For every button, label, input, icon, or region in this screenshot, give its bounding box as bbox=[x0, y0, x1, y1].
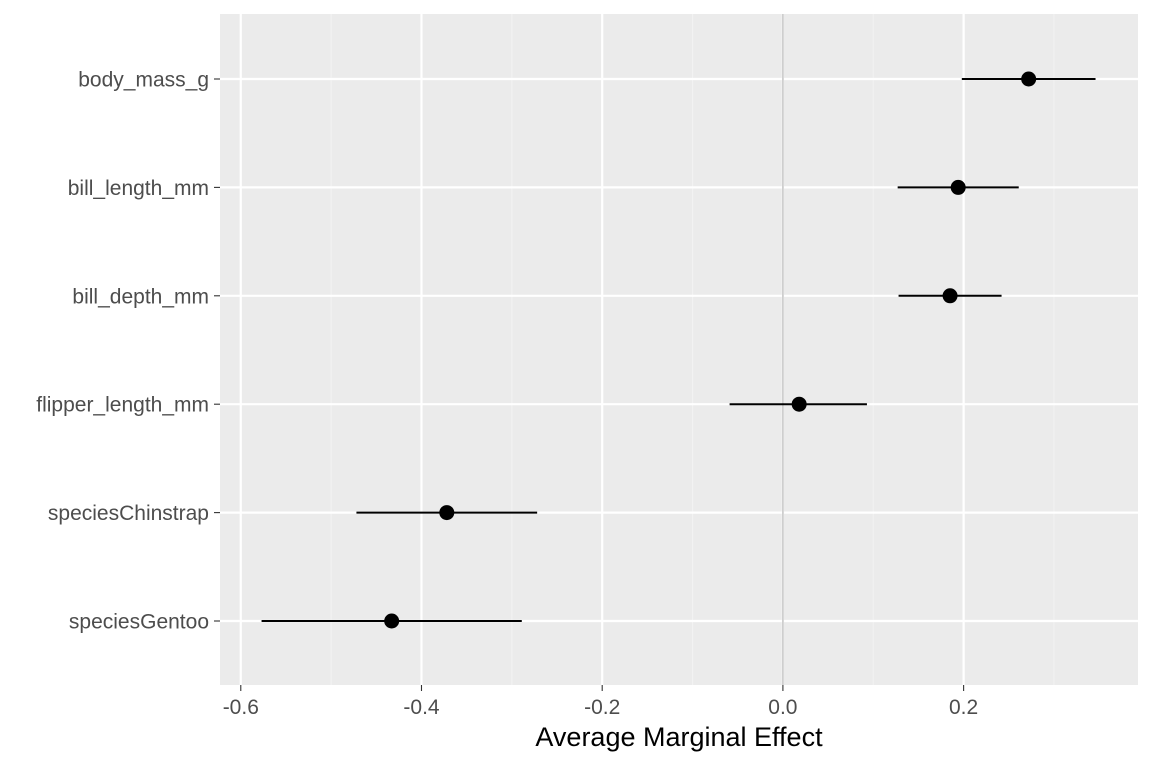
x-axis-ticks bbox=[240, 685, 965, 691]
minor-gridlines bbox=[330, 14, 1055, 685]
y-tick-label: flipper_length_mm bbox=[36, 394, 209, 417]
point-speciesGentoo bbox=[384, 613, 400, 629]
y-tick-label: body_mass_g bbox=[78, 69, 209, 92]
y-tick-label: bill_length_mm bbox=[68, 177, 209, 200]
x-tick-label: -0.4 bbox=[403, 696, 440, 719]
estimate-points bbox=[384, 71, 1037, 629]
point-bill_length_mm bbox=[950, 179, 966, 195]
x-tick-label: -0.6 bbox=[223, 696, 259, 719]
x-tick-label: -0.2 bbox=[584, 696, 620, 719]
y-axis-ticks bbox=[214, 78, 220, 622]
panel-background bbox=[220, 14, 1138, 685]
x-tick-label: 0.0 bbox=[768, 696, 797, 719]
x-tick-label: 0.2 bbox=[949, 696, 978, 719]
point-body_mass_g bbox=[1021, 71, 1037, 87]
y-axis-tick-labels: body_mass_g bill_length_mm bill_depth_mmfl… bbox=[36, 69, 209, 634]
y-tick-label: speciesChinstrap bbox=[48, 502, 209, 525]
y-tick-label: bill_depth_mm bbox=[72, 285, 209, 308]
point-bill_depth_mm bbox=[942, 288, 958, 304]
x-axis-tick-labels: -0.6 -0.4 -0.2 0.0 0.2 bbox=[223, 696, 979, 719]
point-speciesChinstrap bbox=[439, 505, 455, 521]
point-flipper_length_mm bbox=[791, 396, 807, 412]
y-tick-label: speciesGentoo bbox=[69, 611, 209, 634]
x-axis-title: Average Marginal Effect bbox=[535, 722, 823, 752]
